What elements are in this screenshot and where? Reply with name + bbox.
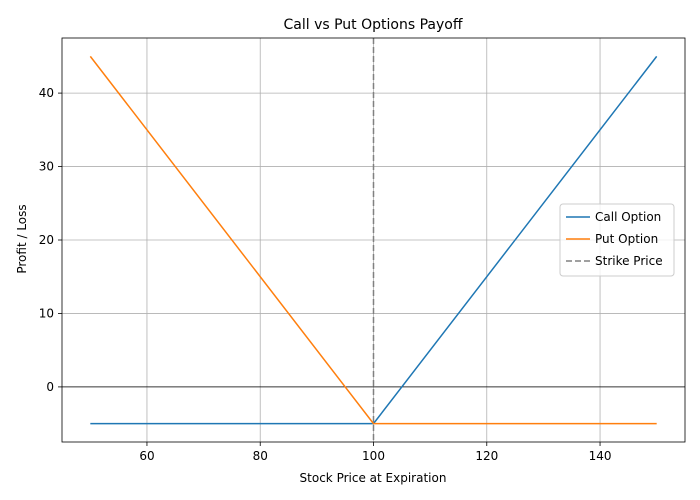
x-tick-label: 140 <box>589 449 612 463</box>
series-lines <box>89 55 658 425</box>
put-option-line <box>89 55 657 425</box>
y-tick-label: 0 <box>46 380 54 394</box>
y-ticks: 0 10 20 30 40 <box>39 86 62 394</box>
x-tick-label: 80 <box>253 449 268 463</box>
x-ticks: 60 80 100 120 140 <box>139 442 611 463</box>
x-axis-label: Stock Price at Expiration <box>300 471 447 485</box>
legend-box <box>559 203 675 277</box>
y-axis-label: Profit / Loss <box>15 204 29 273</box>
legend-label: Call Option <box>595 210 661 224</box>
chart-title: Call vs Put Options Payoff <box>284 17 463 33</box>
y-tick-label: 40 <box>39 86 54 100</box>
y-tick-label: 20 <box>39 233 54 247</box>
legend-label: Put Option <box>595 232 658 246</box>
reference-lines <box>62 38 685 442</box>
x-tick-label: 60 <box>139 449 154 463</box>
y-tick-label: 10 <box>39 306 54 320</box>
x-tick-label: 100 <box>362 449 385 463</box>
y-tick-label: 30 <box>39 160 54 174</box>
legend: Call Option Put Option Strike Price <box>559 203 675 277</box>
legend-label: Strike Price <box>595 254 663 268</box>
x-tick-label: 120 <box>475 449 498 463</box>
